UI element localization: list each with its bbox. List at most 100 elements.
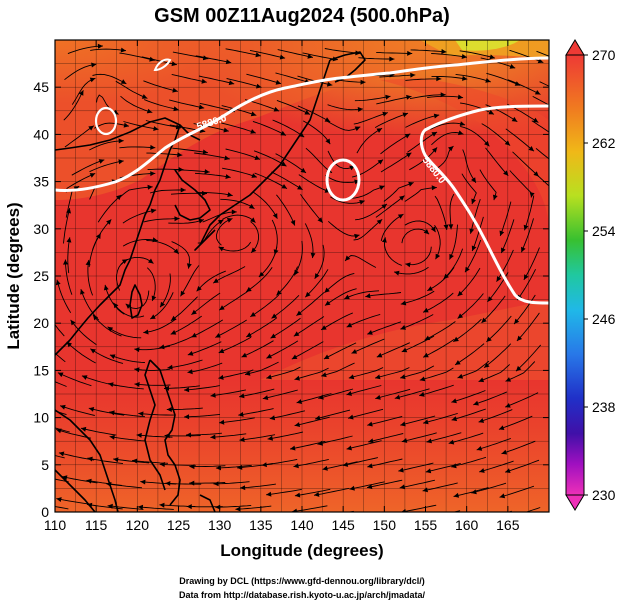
streamline-arrowhead [85,260,91,266]
streamline-arrowhead [91,62,97,68]
streamline-arrowhead [170,330,177,335]
streamline [171,241,190,269]
streamline-arrowhead [270,333,276,339]
streamline [322,461,358,470]
streamline [226,78,262,88]
streamline [90,48,127,52]
streamline-arrowhead [164,433,170,439]
streamline-arrowhead [175,124,182,130]
streamline [317,435,353,445]
streamline-arrowhead [481,317,487,323]
streamline-arrowhead [367,463,373,469]
coastline-kyushu [194,229,216,251]
streamline-arrowhead [365,293,371,299]
streamline [476,437,511,451]
streamline-arrowhead [501,247,506,254]
streamline-arrowhead [405,152,412,158]
streamline [409,94,446,100]
coastline-japan-honshu [204,59,331,236]
streamline-arrowhead [476,446,483,451]
streamline [159,463,196,466]
streamline [374,112,409,128]
streamline-arrowhead [296,310,302,316]
streamline [97,194,122,223]
streamline [409,147,438,171]
streamline-arrowhead [150,171,156,177]
streamline [252,120,287,136]
streamline [262,389,298,400]
streamline-arrowhead [523,274,529,280]
streamline-arrowhead [106,481,112,487]
streamline [293,458,329,468]
streamline-arrowhead [401,438,408,443]
streamline-arrowhead [248,203,255,209]
streamline [106,483,143,489]
streamline-arrowhead [307,53,313,59]
streamline [225,148,261,160]
streamline [134,383,171,386]
streamline-arrowhead [266,374,272,380]
streamline-arrowhead [294,269,299,276]
streamline [115,80,148,99]
streamline [358,57,395,60]
streamline-arrowhead [213,278,219,284]
streamline-arrowhead [218,348,225,354]
streamline-arrowhead [404,133,411,139]
streamline-arrowhead [509,64,516,69]
streamline [460,102,495,115]
streamline-arrowhead [177,152,183,158]
streamline-arrowhead [103,284,109,291]
streamline-arrowhead [80,289,85,295]
streamline [143,318,177,334]
streamline [107,326,142,339]
streamline [356,127,383,154]
streamline [374,367,410,379]
streamline [212,266,246,284]
streamline [113,302,145,318]
y-tick-label: 35 [33,174,49,190]
streamline-arrowhead [367,330,373,335]
streamline [318,388,354,399]
x-tick-label: 165 [496,517,520,533]
streamline [302,120,331,145]
streamline [92,314,122,337]
streamline [470,199,481,234]
streamline [405,246,432,266]
contour-closed-high [325,158,361,202]
streamline-arrowhead [134,347,140,353]
streamline-arrowhead [167,364,173,370]
streamline-arrowhead [496,276,502,282]
streamline [499,201,512,237]
streamline [496,249,514,282]
streamline [410,49,447,53]
streamline-arrowhead [172,87,178,93]
streamline-arrowhead [310,252,316,259]
streamline-arrowhead [171,61,177,67]
streamline-arrowhead [423,307,429,313]
streamline [149,189,186,194]
streamline [524,195,535,231]
streamline-arrowhead [87,502,93,508]
streamline-arrowhead [505,377,512,382]
streamline-arrowhead [97,43,103,49]
streamline [399,479,436,489]
x-tick-label: 140 [290,517,314,533]
streamline-arrowhead [381,237,387,243]
streamline-arrowhead [186,504,192,510]
streamline-arrowhead [87,456,93,462]
streamline [297,105,331,123]
streamline-arrowhead [453,336,459,342]
streamline [216,218,233,246]
streamline [485,147,509,177]
streamline [55,381,67,387]
streamline-arrowhead [40,337,45,342]
streamline-arrowhead [294,492,301,498]
streamline-arrowhead [296,399,303,404]
streamline-arrowhead [408,181,414,187]
streamline [269,410,306,420]
streamline [171,73,207,83]
streamline [478,364,511,383]
coastline-indochina [55,409,119,512]
streamline [261,458,298,466]
streamline [294,367,329,380]
